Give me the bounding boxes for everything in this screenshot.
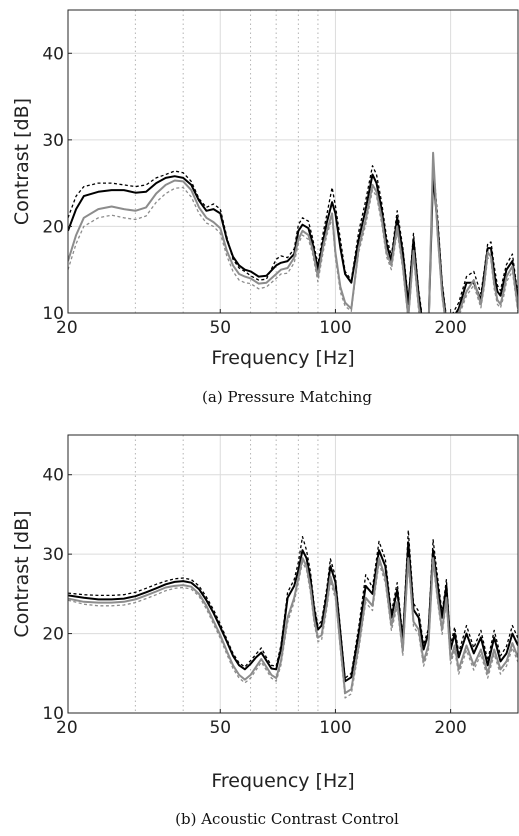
y-tick-label-a-2: 30 — [42, 131, 64, 151]
series-black-dashed-b — [68, 529, 518, 679]
x-tick-label-b-2: 100 — [319, 718, 351, 738]
series-gray-dashed-b — [68, 561, 518, 699]
x-tick-label-a-3: 200 — [434, 318, 466, 338]
y-tick-label-a-3: 40 — [42, 44, 64, 64]
y-axis-label-b: Contrast [dB] — [11, 510, 33, 637]
series-layer-b — [68, 529, 518, 699]
y-axis-label-a: Contrast [dB] — [11, 98, 33, 225]
y-tick-label-a-1: 20 — [42, 217, 64, 237]
series-gray-solid-b — [68, 557, 518, 695]
y-tick-label-b-0: 10 — [42, 704, 64, 724]
y-tick-label-b-3: 40 — [42, 466, 64, 486]
y-tick-label-b-2: 30 — [42, 545, 64, 565]
x-tick-label-b-1: 50 — [209, 718, 231, 738]
x-axis-label-a: Frequency [Hz] — [211, 347, 354, 369]
y-tick-label-a-0: 10 — [42, 304, 64, 324]
x-tick-label-a-0: 20 — [56, 318, 78, 338]
x-tick-label-b-3: 200 — [434, 718, 466, 738]
plot-frame-b — [67, 434, 519, 714]
series-gray-solid-a — [68, 151, 518, 313]
grid-b — [67, 435, 518, 714]
series-gray-dashed-a — [68, 156, 518, 313]
series-layer-a — [68, 151, 518, 313]
plot-frame-a — [67, 9, 519, 314]
caption-a: (a) Pressure Matching — [202, 388, 372, 406]
x-tick-label-a-2: 100 — [319, 318, 351, 338]
grid-a — [67, 10, 518, 314]
caption-b: (b) Acoustic Contrast Control — [175, 810, 399, 828]
series-black-dashed-a — [68, 160, 518, 313]
x-axis-label-b: Frequency [Hz] — [211, 770, 354, 792]
series-black-solid-a — [68, 173, 518, 313]
y-tick-label-b-1: 20 — [42, 625, 64, 645]
x-tick-label-b-0: 20 — [56, 718, 78, 738]
x-tick-label-a-1: 50 — [209, 318, 231, 338]
